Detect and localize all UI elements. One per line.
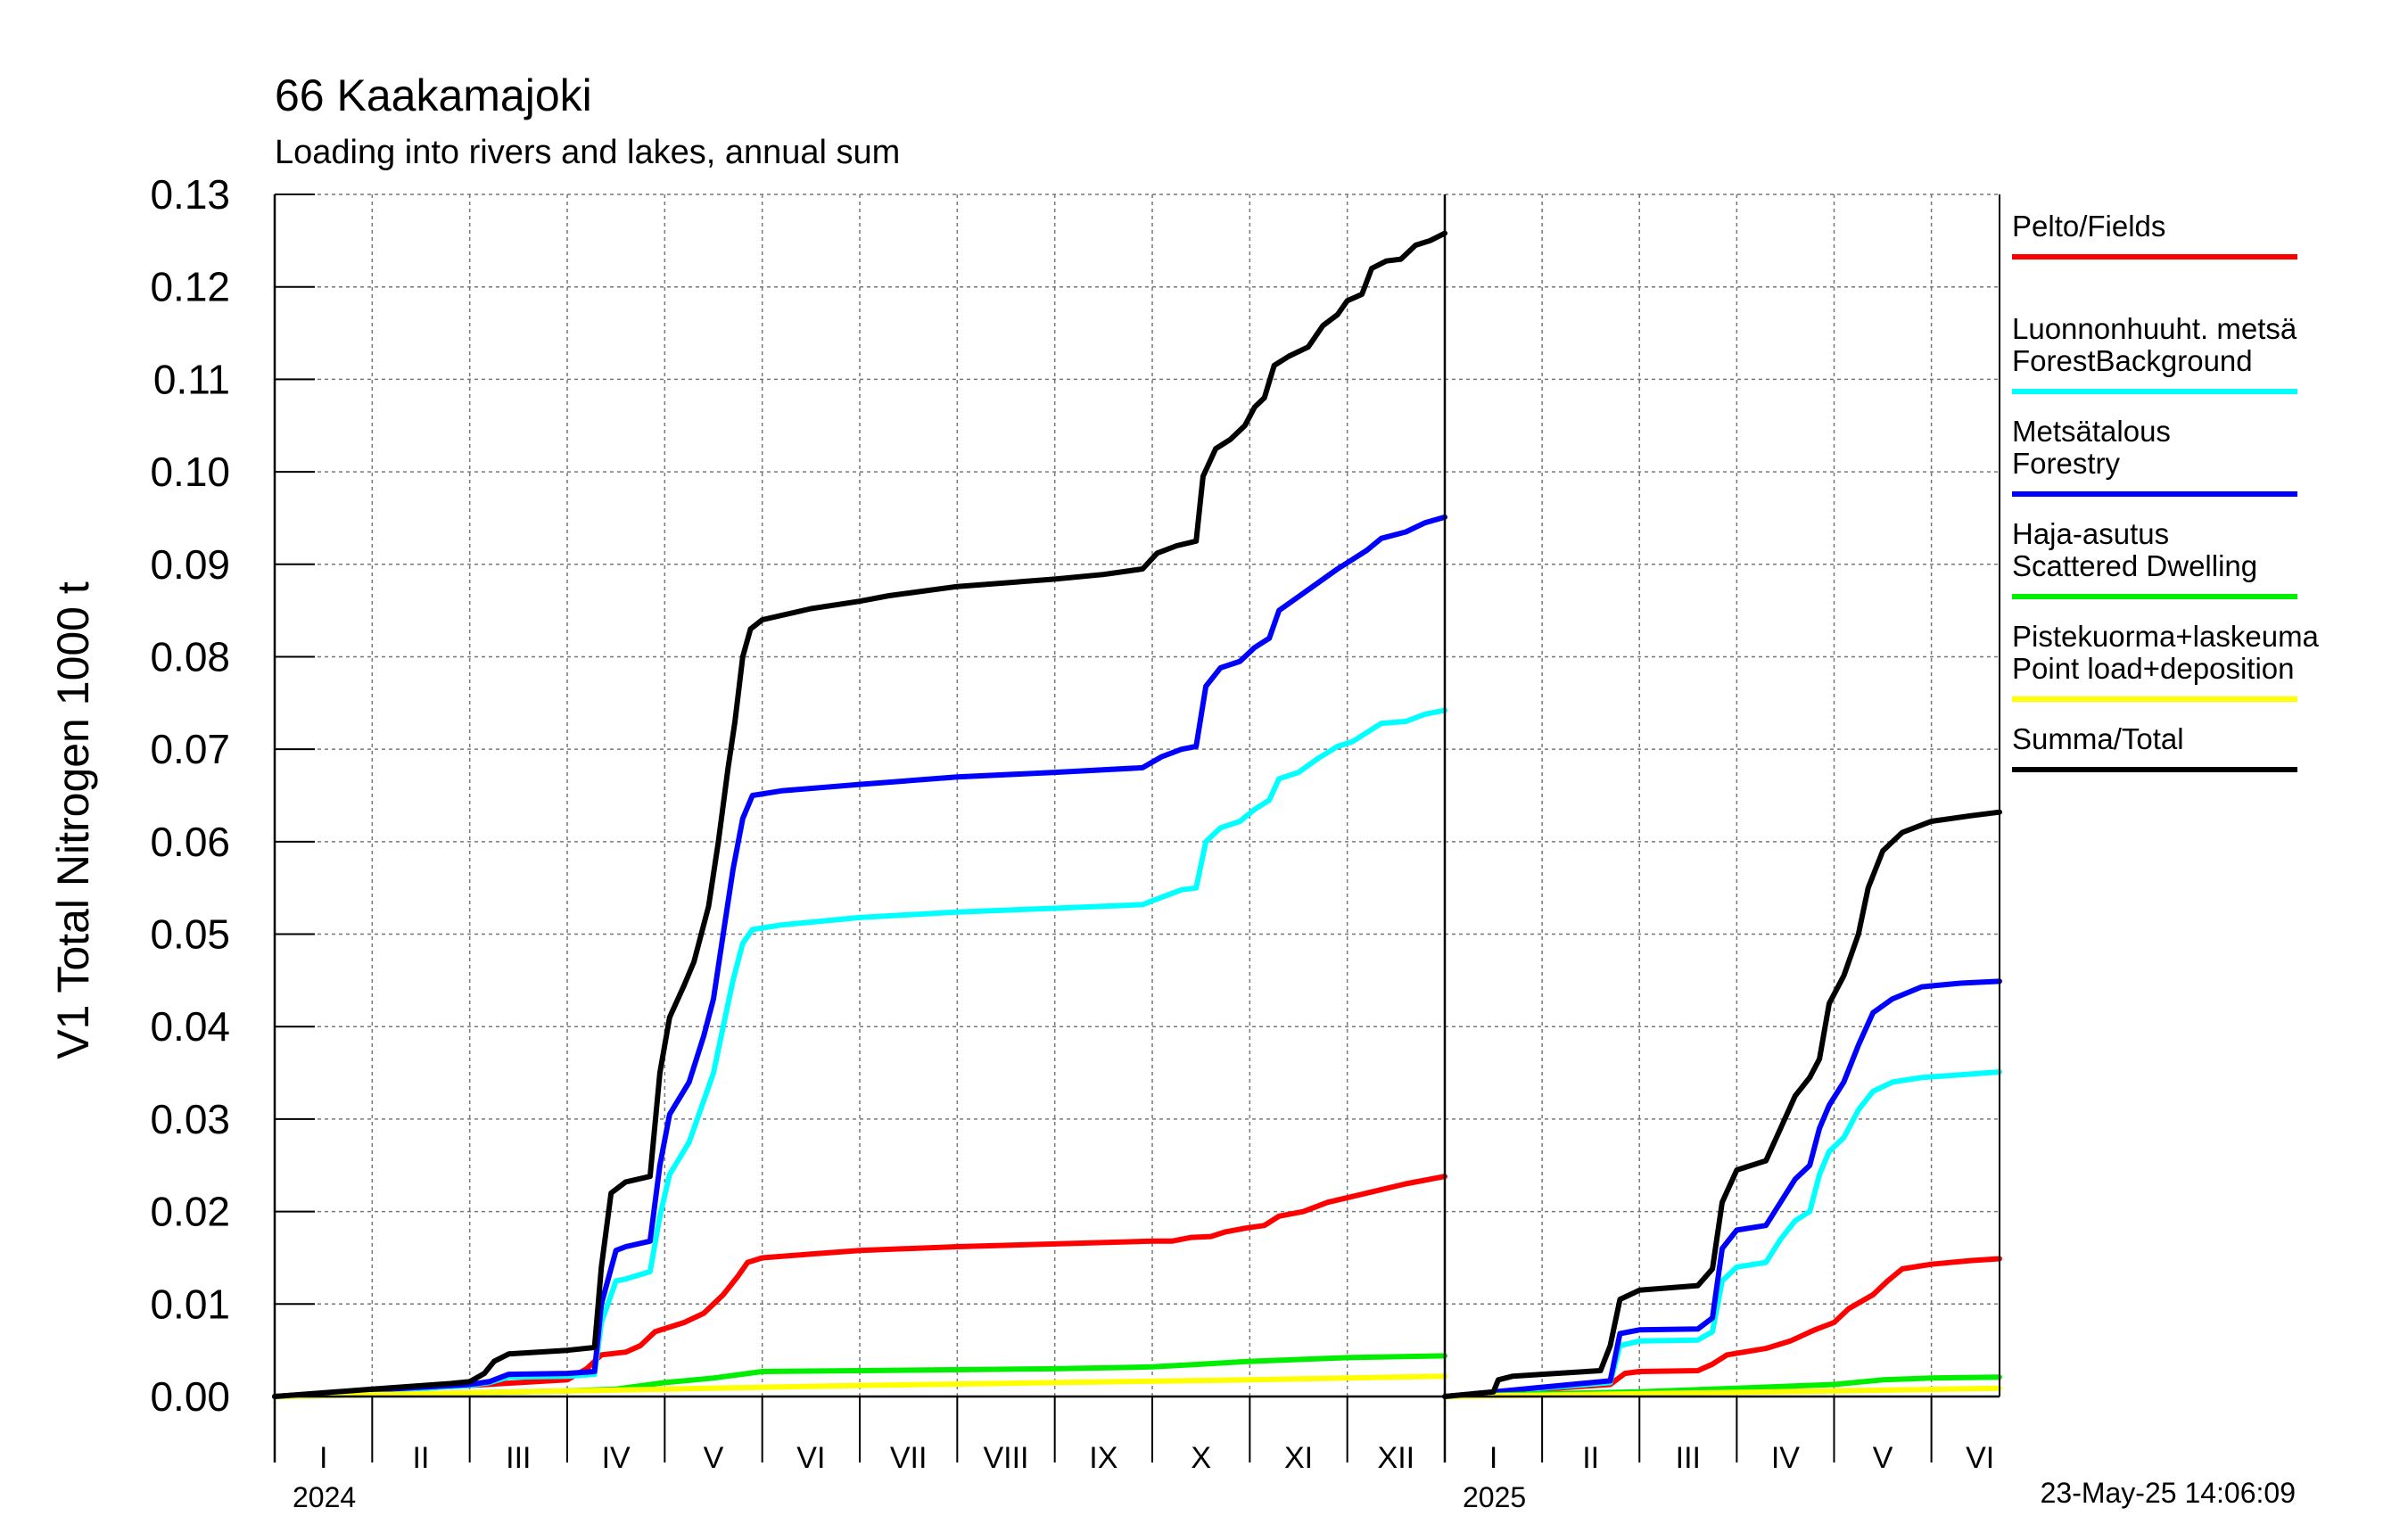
legend-label: Scattered Dwelling — [2012, 549, 2257, 582]
y-tick-label: 0.12 — [150, 264, 230, 310]
x-tick-label-month: VIII — [983, 1441, 1028, 1475]
x-tick-label-month: IX — [1089, 1441, 1117, 1475]
x-year-label: 2024 — [293, 1481, 356, 1513]
x-tick-label-month: III — [506, 1441, 531, 1475]
series-line-pelto-2024 — [272, 1174, 1447, 1399]
series-line-mets-talous-forestry-2024 — [272, 514, 1447, 1399]
x-tick-label-month: X — [1191, 1441, 1211, 1475]
x-tick-label-month: VII — [890, 1441, 928, 1475]
y-tick-label: 0.07 — [150, 726, 230, 772]
x-tick-label-month: XI — [1284, 1441, 1313, 1475]
x-tick-label-month: VI — [796, 1441, 825, 1475]
legend-label: Pelto/Fields — [2012, 210, 2165, 243]
x-tick-label-month: V — [704, 1441, 724, 1475]
y-tick-label: 0.01 — [150, 1281, 230, 1327]
x-tick-label-month: III — [1676, 1441, 1701, 1475]
series-line-summa-2024 — [272, 230, 1447, 1399]
chart-subtitle: Loading into rivers and lakes, annual su… — [275, 134, 901, 171]
legend-label: Haja-asutus — [2012, 517, 2169, 550]
x-tick-label-month: I — [1489, 1441, 1497, 1475]
y-tick-label: 0.00 — [150, 1373, 230, 1420]
x-tick-label-month: VI — [1966, 1441, 1994, 1475]
chart-title: 66 Kaakamajoki — [275, 70, 592, 120]
x-tick-label-month: IV — [1771, 1441, 1800, 1475]
series-line-pistekuorma-laskeuma-point-load-deposition-2025 — [1442, 1385, 2002, 1399]
timestamp: 23-May-25 14:06:09 — [2040, 1477, 2296, 1509]
legend-label: Pistekuorma+laskeuma — [2012, 620, 2320, 653]
y-tick-label: 0.05 — [150, 911, 230, 958]
series-line-mets-talous-forestry-2025 — [1442, 978, 2002, 1399]
series-layer — [272, 230, 2002, 1399]
x-tick-label-month: II — [413, 1441, 430, 1475]
y-tick-label: 0.02 — [150, 1189, 230, 1235]
y-tick-label: 0.11 — [153, 356, 230, 402]
legend-label: Summa/Total — [2012, 722, 2184, 755]
legend-label: Luonnonhuuht. metsä — [2012, 312, 2297, 345]
grid-layer — [275, 194, 2000, 1397]
axes-layer: 0.00 0.01 0.02 0.03 0.04 0.05 0.06 0.07 0.08 0.09… — [150, 171, 2000, 1513]
legend-label: ForestBackground — [2012, 344, 2253, 377]
x-year-label: 2025 — [1463, 1481, 1526, 1513]
y-tick-label: 0.10 — [150, 449, 230, 495]
x-tick-label-month: IV — [602, 1441, 631, 1475]
y-tick-label: 0.08 — [150, 633, 230, 680]
legend-layer: Pelto/Fields Luonnonhuuht. metsäForestBac… — [2012, 210, 2320, 772]
legend-label: Forestry — [2012, 447, 2121, 480]
y-tick-label: 0.13 — [150, 171, 230, 218]
x-tick-label-month: XII — [1378, 1441, 1415, 1475]
legend-label: Point load+deposition — [2012, 652, 2295, 685]
series-line-pistekuorma-laskeuma-point-load-deposition-2024 — [272, 1373, 1447, 1399]
x-tick-label-month: II — [1582, 1441, 1599, 1475]
legend-label: Metsätalous — [2012, 415, 2171, 448]
x-tick-label-month: V — [1873, 1441, 1893, 1475]
series-line-haja-asutus-scattered-dwelling-2024 — [272, 1353, 1447, 1399]
x-tick-label-month: I — [319, 1441, 327, 1475]
y-tick-label: 0.03 — [150, 1096, 230, 1142]
y-tick-label: 0.04 — [150, 1003, 230, 1050]
y-tick-label: 0.06 — [150, 819, 230, 865]
y-tick-label: 0.09 — [150, 541, 230, 588]
series-line-summa-2025 — [1442, 809, 2002, 1399]
series-line-luonnonhuuht-mets-forestbackground-2025 — [1442, 1069, 2002, 1399]
